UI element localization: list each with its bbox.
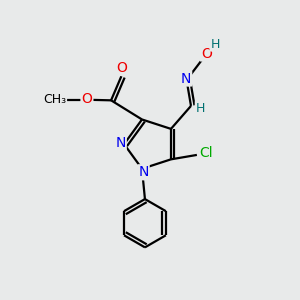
Text: H: H bbox=[196, 102, 205, 115]
Text: N: N bbox=[116, 136, 126, 150]
Text: O: O bbox=[116, 61, 128, 75]
Text: O: O bbox=[82, 92, 92, 106]
Text: N: N bbox=[138, 165, 149, 179]
Text: CH₃: CH₃ bbox=[43, 93, 66, 106]
Text: O: O bbox=[201, 46, 212, 61]
Text: Cl: Cl bbox=[200, 146, 213, 161]
Text: N: N bbox=[181, 71, 191, 85]
Text: H: H bbox=[210, 38, 220, 51]
